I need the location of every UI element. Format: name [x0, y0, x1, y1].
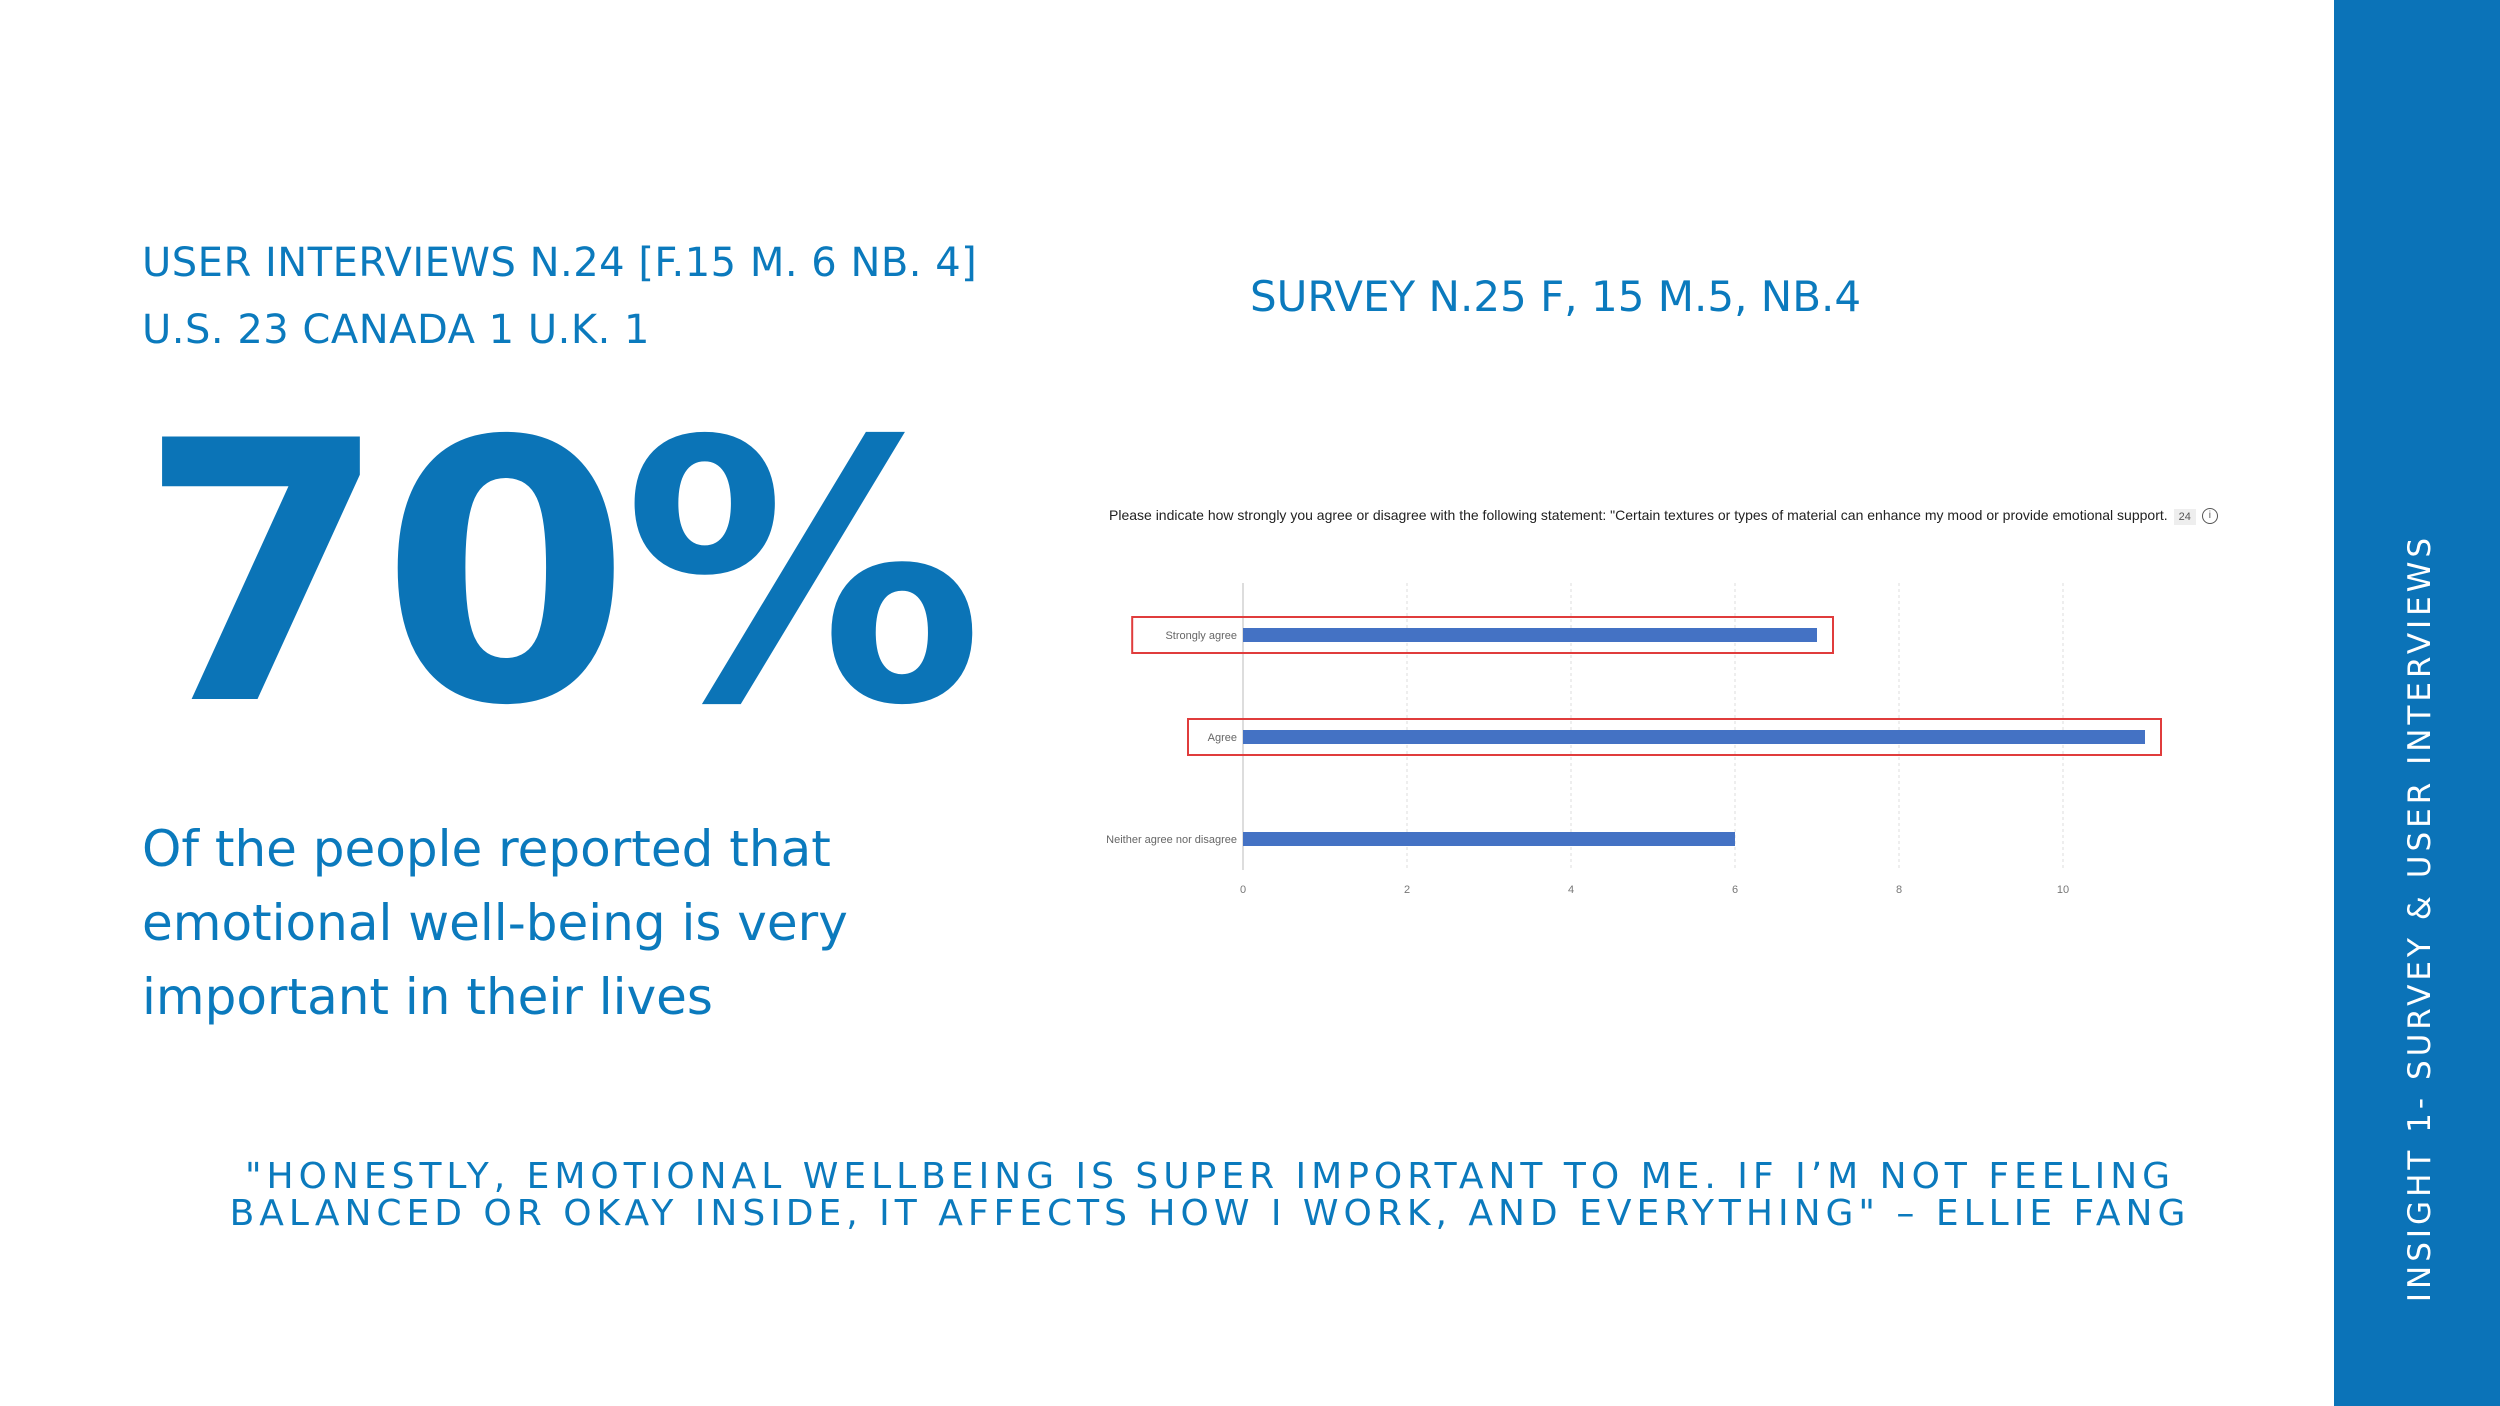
- interviews-countries: U.S. 23 CANADA 1 U.K. 1: [142, 307, 650, 353]
- x-tick-label-8: 8: [1896, 884, 1902, 896]
- category-label-agree: Agree: [1208, 732, 1237, 744]
- chart-question: Please indicate how strongly you agree o…: [1109, 503, 2229, 527]
- user-quote: "Honestly, emotional wellbeing is super …: [229, 1156, 2191, 1234]
- response-count-badge: 24: [2173, 509, 2196, 525]
- bar-strongly-agree: [1243, 628, 1817, 642]
- highlight-box-agree: [1187, 718, 2162, 756]
- x-tick-label-10: 10: [2057, 884, 2069, 896]
- x-tick-label-4: 4: [1568, 884, 1574, 896]
- x-tick-label-2: 2: [1404, 884, 1410, 896]
- highlight-box-strongly-agree: [1131, 616, 1834, 654]
- interviews-summary: USER INTERVIEWS N.24 [F.15 M. 6 NB. 4]: [142, 240, 978, 286]
- info-icon[interactable]: i: [2201, 508, 2218, 525]
- stat-value: 70%: [138, 365, 984, 784]
- category-label-strongly-agree: Strongly agree: [1165, 630, 1237, 642]
- sidebar-panel: [2334, 0, 2500, 1406]
- chart-question-text: Please indicate how strongly you agree o…: [1109, 507, 2168, 523]
- category-label-neither-agree-nor-disagree: Neither agree nor disagree: [1106, 834, 1237, 846]
- bar-neither-agree-nor-disagree: [1243, 832, 1735, 846]
- sidebar-label: INSIGHT 1- SURVEY & USER INTERVIEWS: [2402, 533, 2438, 1303]
- survey-chart: Please indicate how strongly you agree o…: [1095, 495, 2235, 935]
- survey-title: SURVEY N.25 F, 15 M.5, NB.4: [1250, 272, 1862, 321]
- bar-agree: [1243, 730, 2145, 744]
- chart-plot: 0 2 4 6 8 10 Strongly agree Agree Neither agree …: [1106, 583, 2162, 896]
- x-tick-label-0: 0: [1240, 884, 1246, 896]
- stat-caption: Of the people reported that emotional we…: [142, 820, 848, 1026]
- x-tick-label-6: 6: [1732, 884, 1738, 896]
